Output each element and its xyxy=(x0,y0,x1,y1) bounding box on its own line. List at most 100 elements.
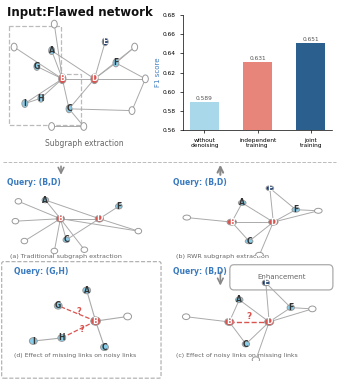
Text: A: A xyxy=(236,295,242,304)
Circle shape xyxy=(124,313,132,320)
Circle shape xyxy=(83,287,91,294)
Text: E: E xyxy=(267,184,273,193)
Text: C: C xyxy=(66,104,72,113)
Text: E: E xyxy=(103,37,108,46)
Circle shape xyxy=(102,38,108,45)
Circle shape xyxy=(315,208,322,213)
Text: A: A xyxy=(84,286,89,295)
Circle shape xyxy=(34,63,40,70)
Text: Enhancement: Enhancement xyxy=(257,274,306,280)
Text: A: A xyxy=(42,196,48,205)
Text: Query: (B,D): Query: (B,D) xyxy=(173,178,227,187)
Circle shape xyxy=(29,338,37,345)
Text: I: I xyxy=(23,99,26,108)
Text: B: B xyxy=(59,74,65,83)
Text: ?: ? xyxy=(80,325,85,334)
Circle shape xyxy=(15,199,22,204)
Circle shape xyxy=(116,204,122,209)
Text: (a) Traditional subgraph extraction: (a) Traditional subgraph extraction xyxy=(10,254,122,259)
Text: 0.651: 0.651 xyxy=(302,37,319,42)
Text: 0.589: 0.589 xyxy=(196,96,213,101)
Text: ?: ? xyxy=(76,308,81,316)
Circle shape xyxy=(22,100,28,107)
Circle shape xyxy=(51,248,58,254)
Text: C: C xyxy=(246,237,252,246)
Bar xyxy=(296,43,325,382)
Text: C: C xyxy=(243,340,249,348)
Text: H: H xyxy=(59,333,65,343)
Text: E: E xyxy=(263,278,268,287)
Circle shape xyxy=(95,215,103,222)
Circle shape xyxy=(42,197,49,203)
Text: Query: (B,D): Query: (B,D) xyxy=(7,178,61,187)
FancyBboxPatch shape xyxy=(2,262,161,378)
Text: F: F xyxy=(116,202,121,211)
Circle shape xyxy=(81,247,88,253)
Circle shape xyxy=(266,186,274,191)
Text: I: I xyxy=(32,337,35,346)
Circle shape xyxy=(21,238,28,244)
Text: Query: (G,H): Query: (G,H) xyxy=(14,267,68,277)
Text: G: G xyxy=(34,62,40,71)
Circle shape xyxy=(245,239,253,244)
Circle shape xyxy=(66,105,72,113)
Text: Query: (B,D): Query: (B,D) xyxy=(173,267,227,277)
Text: D: D xyxy=(91,74,98,83)
Y-axis label: F1 score: F1 score xyxy=(155,58,161,87)
Text: F: F xyxy=(293,205,298,214)
Circle shape xyxy=(59,74,66,84)
Text: C: C xyxy=(63,235,69,244)
Circle shape xyxy=(51,20,57,28)
Circle shape xyxy=(262,280,270,286)
Text: B: B xyxy=(58,214,63,223)
Bar xyxy=(243,62,272,382)
Circle shape xyxy=(268,219,278,225)
Text: A: A xyxy=(239,198,245,207)
Circle shape xyxy=(236,297,243,303)
Circle shape xyxy=(242,341,250,347)
Circle shape xyxy=(135,228,142,234)
Circle shape xyxy=(58,335,66,342)
Circle shape xyxy=(225,319,234,325)
Text: (b) RWR subgraph extraction: (b) RWR subgraph extraction xyxy=(176,254,269,259)
Circle shape xyxy=(183,215,191,220)
Text: H: H xyxy=(38,94,44,103)
Circle shape xyxy=(142,75,148,83)
Circle shape xyxy=(113,59,119,67)
Circle shape xyxy=(265,319,274,325)
Text: B: B xyxy=(226,317,232,327)
Circle shape xyxy=(309,306,316,312)
Circle shape xyxy=(91,74,98,84)
Circle shape xyxy=(252,357,260,363)
Text: (c) Effect of noisy links on missing links: (c) Effect of noisy links on missing lin… xyxy=(176,353,298,358)
Circle shape xyxy=(132,43,138,51)
Text: D: D xyxy=(270,218,277,227)
Text: F: F xyxy=(113,58,119,68)
Circle shape xyxy=(49,47,55,55)
Text: B: B xyxy=(93,317,98,325)
Circle shape xyxy=(129,107,135,115)
Text: A: A xyxy=(49,46,55,55)
Circle shape xyxy=(12,219,19,224)
Text: D: D xyxy=(266,317,272,327)
Circle shape xyxy=(49,123,55,130)
Text: G: G xyxy=(55,301,61,310)
Circle shape xyxy=(227,219,237,225)
Circle shape xyxy=(287,305,294,311)
Text: Subgraph extraction: Subgraph extraction xyxy=(45,139,124,148)
Circle shape xyxy=(91,317,100,325)
Circle shape xyxy=(256,253,263,257)
Text: D: D xyxy=(96,214,102,223)
Circle shape xyxy=(292,207,300,212)
Circle shape xyxy=(63,237,70,243)
Text: Input:Flawed network: Input:Flawed network xyxy=(7,6,153,19)
Text: C: C xyxy=(102,343,107,352)
Circle shape xyxy=(56,215,64,222)
Text: ?: ? xyxy=(246,312,252,321)
Circle shape xyxy=(81,123,87,130)
Text: 0.631: 0.631 xyxy=(249,56,266,61)
Text: (d) Effect of missing links on noisy links: (d) Effect of missing links on noisy lin… xyxy=(14,353,136,358)
FancyBboxPatch shape xyxy=(230,265,333,290)
Circle shape xyxy=(238,201,246,206)
Text: B: B xyxy=(229,218,235,227)
